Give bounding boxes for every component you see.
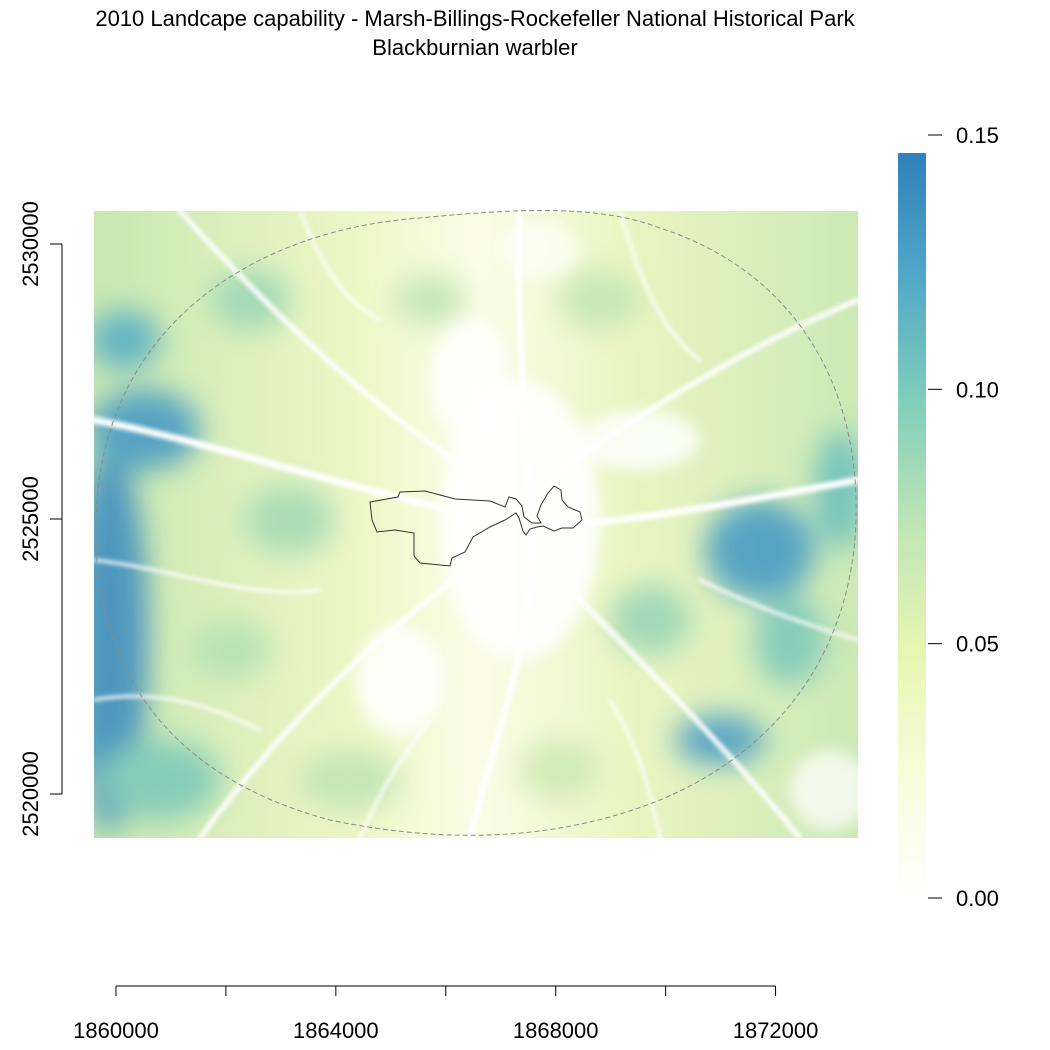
y-axis: 2520000 2525000 2530000 [18,201,63,837]
x-tick-label: 1868000 [513,1018,599,1043]
x-tick-label: 1872000 [733,1018,819,1043]
y-tick-label: 2525000 [18,476,43,562]
x-tick-label: 1860000 [73,1018,159,1043]
legend-tick-label: 0.10 [956,377,999,402]
legend-colorbar [898,153,926,898]
capability-raster [94,211,858,838]
legend-tick-label: 0.15 [956,123,999,148]
map-subtitle: Blackburnian warbler [372,35,578,60]
y-tick-label: 2520000 [18,751,43,837]
x-tick-label: 1864000 [293,1018,379,1043]
color-legend: 0.00 0.05 0.10 0.15 [898,123,999,911]
legend-tick-label: 0.00 [956,886,999,911]
park-boundary [369,485,583,567]
buffer-outline [95,209,857,836]
legend-tick-label: 0.05 [956,632,999,657]
x-axis: 1860000 1864000 1868000 1872000 [73,985,819,1043]
y-tick-label: 2530000 [18,201,43,287]
map-title: 2010 Landcape capability - Marsh-Billing… [95,6,855,31]
